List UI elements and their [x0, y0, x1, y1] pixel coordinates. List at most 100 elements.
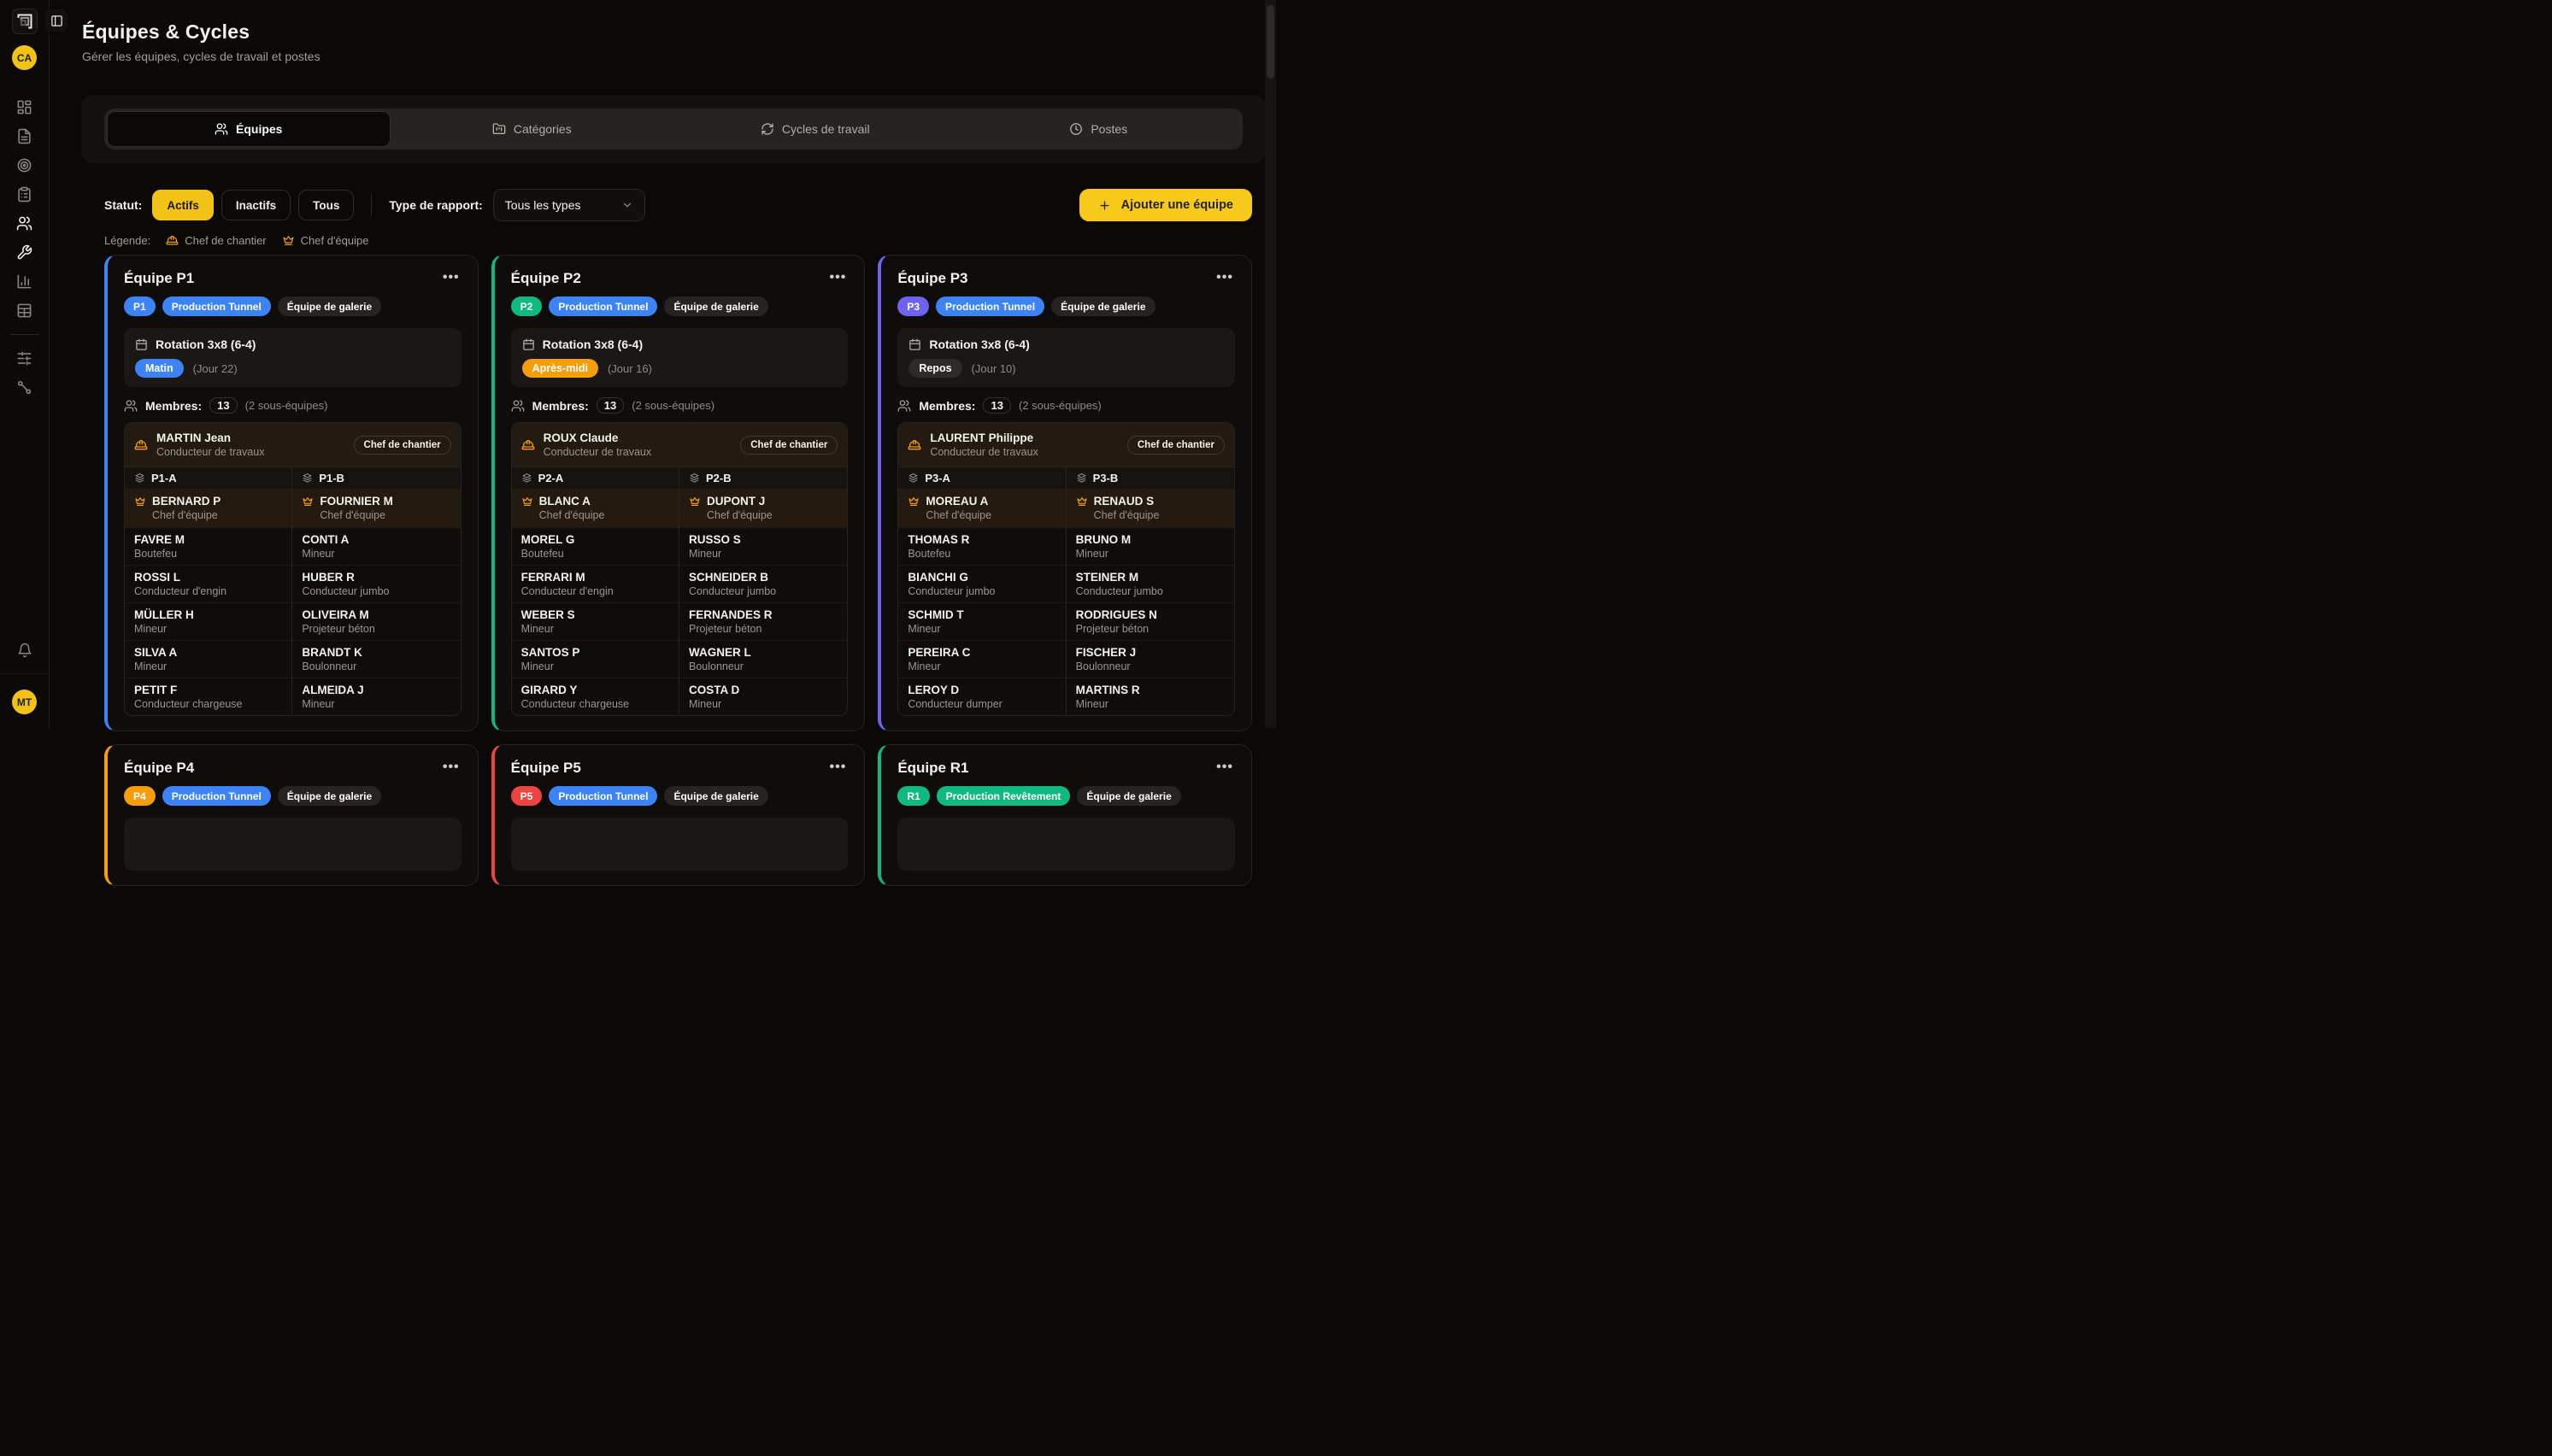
- leader-name: DUPONT J: [706, 495, 766, 508]
- crown-icon: [1077, 496, 1087, 506]
- team-badges: P3 Production Tunnel Équipe de galerie: [897, 296, 1235, 316]
- sidebar-item-target[interactable]: [10, 154, 39, 177]
- sidebar-item-wrench[interactable]: [10, 241, 39, 264]
- subteam-leader: BERNARD P Chef d'équipe: [125, 489, 293, 527]
- member-name: HUBER R: [302, 571, 355, 584]
- team-menu-button[interactable]: •••: [442, 270, 460, 285]
- team-card: Équipe P4 ••• P4 Production Tunnel Équipe de…: [104, 744, 479, 886]
- bell-icon: [18, 643, 31, 658]
- report-type-value: Tous les types: [504, 198, 581, 212]
- team-card-header: Équipe R1 •••: [897, 760, 1235, 777]
- legend-item: Chef d'équipe: [282, 234, 368, 247]
- layers-icon: [690, 473, 699, 483]
- member-cell: SCHNEIDER B Conducteur jumbo: [679, 565, 848, 602]
- avatar-bottom[interactable]: MT: [12, 690, 37, 714]
- legend-label: Légende:: [104, 234, 151, 247]
- status-filter-tous[interactable]: Tous: [298, 190, 355, 220]
- member-role: Conducteur dumper: [908, 698, 1003, 710]
- member-role: Boutefeu: [908, 548, 951, 560]
- member-name: MARTINS R: [1075, 684, 1140, 696]
- subteam-header: P1-B: [292, 467, 461, 489]
- member-cell: COSTA D Mineur: [679, 678, 848, 715]
- chief-info: ROUX Claude Conducteur de travaux: [544, 431, 732, 459]
- hard-hat-icon: [134, 439, 148, 449]
- tab-categories[interactable]: Catégories: [391, 111, 674, 147]
- page-header: Équipes & Cycles Gérer les équipes, cycl…: [82, 21, 1276, 63]
- member-table: MARTIN Jean Conducteur de travaux Chef de …: [124, 422, 462, 716]
- member-table: LAURENT Philippe Conducteur de travaux Che…: [897, 422, 1235, 716]
- notifications-button[interactable]: [10, 637, 39, 663]
- member-role: Mineur: [688, 548, 722, 560]
- member-cell: MARTINS R Mineur: [1066, 678, 1234, 715]
- team-badges: P2 Production Tunnel Équipe de galerie: [510, 296, 849, 316]
- team-menu-button[interactable]: •••: [1216, 760, 1233, 774]
- member-name: CONTI A: [302, 533, 350, 546]
- tab-postes[interactable]: Postes: [957, 111, 1241, 147]
- rotation-box: Rotation 3x8 (6-4) Matin (Jour 22): [124, 328, 462, 387]
- subteams-grid: P1-A BERNARD P Chef d'équipe FAVRE M Boutefe…: [125, 467, 461, 715]
- sidebar-item-route[interactable]: [10, 376, 39, 399]
- sidebar-item-dashboard[interactable]: [10, 96, 39, 119]
- tab-bar: Équipes Catégories Cycles de travail Postes: [104, 109, 1243, 150]
- sidebar-item-file-text[interactable]: [10, 125, 39, 148]
- dashboard-icon: [17, 100, 32, 114]
- team-name: Équipe P4: [124, 760, 195, 776]
- member-name: SCHMID T: [908, 608, 964, 621]
- users-icon: [124, 399, 138, 412]
- member-cell: FERNANDES R Projeteur béton: [679, 602, 848, 640]
- add-team-button[interactable]: Ajouter une équipe: [1079, 189, 1252, 221]
- toolbar-divider: [371, 194, 373, 216]
- calendar-icon: [136, 338, 147, 350]
- scrollbar-thumb[interactable]: [1267, 5, 1274, 79]
- panel-left-icon: [50, 15, 62, 26]
- team-name: Équipe P3: [897, 270, 968, 286]
- users-icon: [215, 123, 228, 135]
- calendar-icon: [909, 338, 921, 350]
- clock-icon: [1070, 123, 1083, 135]
- users-icon: [897, 399, 911, 412]
- member-cell: ROSSI L Conducteur d'engin: [125, 565, 293, 602]
- avatar-top[interactable]: CA: [12, 45, 37, 70]
- team-menu-button[interactable]: •••: [829, 270, 847, 285]
- team-menu-button[interactable]: •••: [829, 760, 847, 774]
- team-card-header: Équipe P3 •••: [897, 270, 1235, 287]
- tab-equipes[interactable]: Équipes: [107, 111, 391, 147]
- chief-name: MARTIN Jean: [156, 432, 232, 444]
- crown-icon: [135, 496, 145, 506]
- subteams-note: (2 sous-équipes): [1018, 399, 1102, 412]
- layers-icon: [1077, 473, 1086, 483]
- sidebar-item-table[interactable]: [10, 299, 39, 322]
- member-name: PEREIRA C: [908, 646, 971, 659]
- scrollbar-track[interactable]: [1265, 0, 1276, 728]
- target-icon: [17, 158, 32, 173]
- sidebar-item-bar-chart[interactable]: [10, 270, 39, 293]
- team-menu-button[interactable]: •••: [442, 760, 460, 774]
- tabs-panel: Équipes Catégories Cycles de travail Postes: [81, 95, 1266, 163]
- member-role: Conducteur chargeuse: [134, 698, 243, 710]
- member-role: Mineur: [520, 623, 554, 635]
- team-name: Équipe P5: [510, 760, 581, 776]
- status-filter-inactifs[interactable]: Inactifs: [221, 190, 291, 220]
- report-type-select[interactable]: Tous les types: [492, 189, 645, 221]
- sliders-icon: [17, 351, 32, 366]
- sidebar-item-users[interactable]: [10, 212, 39, 235]
- member-cell: HUBER R Conducteur jumbo: [292, 565, 461, 602]
- member-cell: BRANDT K Boulonneur: [292, 640, 461, 678]
- team-type-badge: Équipe de galerie: [664, 786, 768, 806]
- members-count-badge: 13: [596, 397, 625, 414]
- team-code-badge: P3: [897, 296, 930, 316]
- shift-badge: Repos: [908, 359, 962, 378]
- sidebar-toggle-button[interactable]: [45, 9, 68, 32]
- sidebar-item-clipboard[interactable]: [10, 183, 39, 206]
- legend-item: Chef de chantier: [166, 234, 267, 247]
- team-type-badge: Équipe de galerie: [1051, 296, 1155, 316]
- tab-cycles-de-travail[interactable]: Cycles de travail: [673, 111, 957, 147]
- team-menu-button[interactable]: •••: [1216, 270, 1233, 285]
- member-role: Conducteur jumbo: [1075, 585, 1163, 597]
- status-filter-actifs[interactable]: Actifs: [152, 190, 214, 220]
- team-card: Équipe P3 ••• P3 Production Tunnel Équipe de…: [878, 255, 1252, 731]
- team-badges: P1 Production Tunnel Équipe de galerie: [124, 296, 462, 316]
- layers-icon: [303, 473, 312, 483]
- sidebar-item-sliders[interactable]: [10, 347, 39, 370]
- member-name: GIRARD Y: [520, 684, 578, 696]
